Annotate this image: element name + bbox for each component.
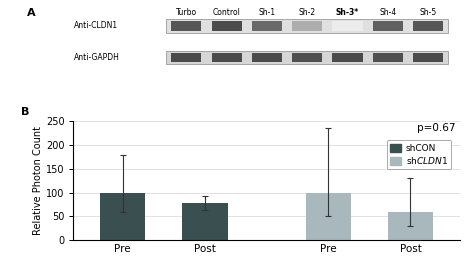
Bar — [332, 21, 363, 31]
Legend: shCON, sh$\mathit{CLDN1}$: shCON, sh$\mathit{CLDN1}$ — [386, 140, 451, 169]
Bar — [100, 193, 146, 240]
Bar — [292, 21, 322, 31]
Text: Turbo: Turbo — [176, 8, 197, 17]
Text: Sh-2: Sh-2 — [299, 8, 316, 17]
Bar — [171, 53, 201, 62]
Text: A: A — [27, 8, 36, 18]
Bar — [413, 53, 443, 62]
Text: p=0.67: p=0.67 — [418, 123, 456, 132]
Bar — [166, 19, 448, 33]
Text: Sh-1: Sh-1 — [258, 8, 275, 17]
Bar — [306, 193, 351, 240]
Y-axis label: Relative Photon Count: Relative Photon Count — [33, 126, 43, 235]
Bar — [182, 203, 228, 240]
Bar — [373, 21, 403, 31]
Text: Sh-3*: Sh-3* — [336, 8, 359, 17]
Bar — [332, 53, 363, 62]
Bar — [166, 51, 448, 64]
Text: Sh-5: Sh-5 — [419, 8, 437, 17]
Text: Control: Control — [213, 8, 240, 17]
Bar — [171, 21, 201, 31]
Text: Anti-GAPDH: Anti-GAPDH — [73, 53, 119, 62]
Bar — [373, 53, 403, 62]
Text: Anti-CLDN1: Anti-CLDN1 — [73, 22, 118, 30]
Bar — [292, 53, 322, 62]
Bar — [252, 53, 282, 62]
Bar — [252, 21, 282, 31]
Bar — [413, 21, 443, 31]
Text: Sh-4: Sh-4 — [379, 8, 396, 17]
Bar — [211, 21, 242, 31]
Text: B: B — [21, 107, 30, 117]
Bar — [211, 53, 242, 62]
Bar — [388, 212, 433, 240]
